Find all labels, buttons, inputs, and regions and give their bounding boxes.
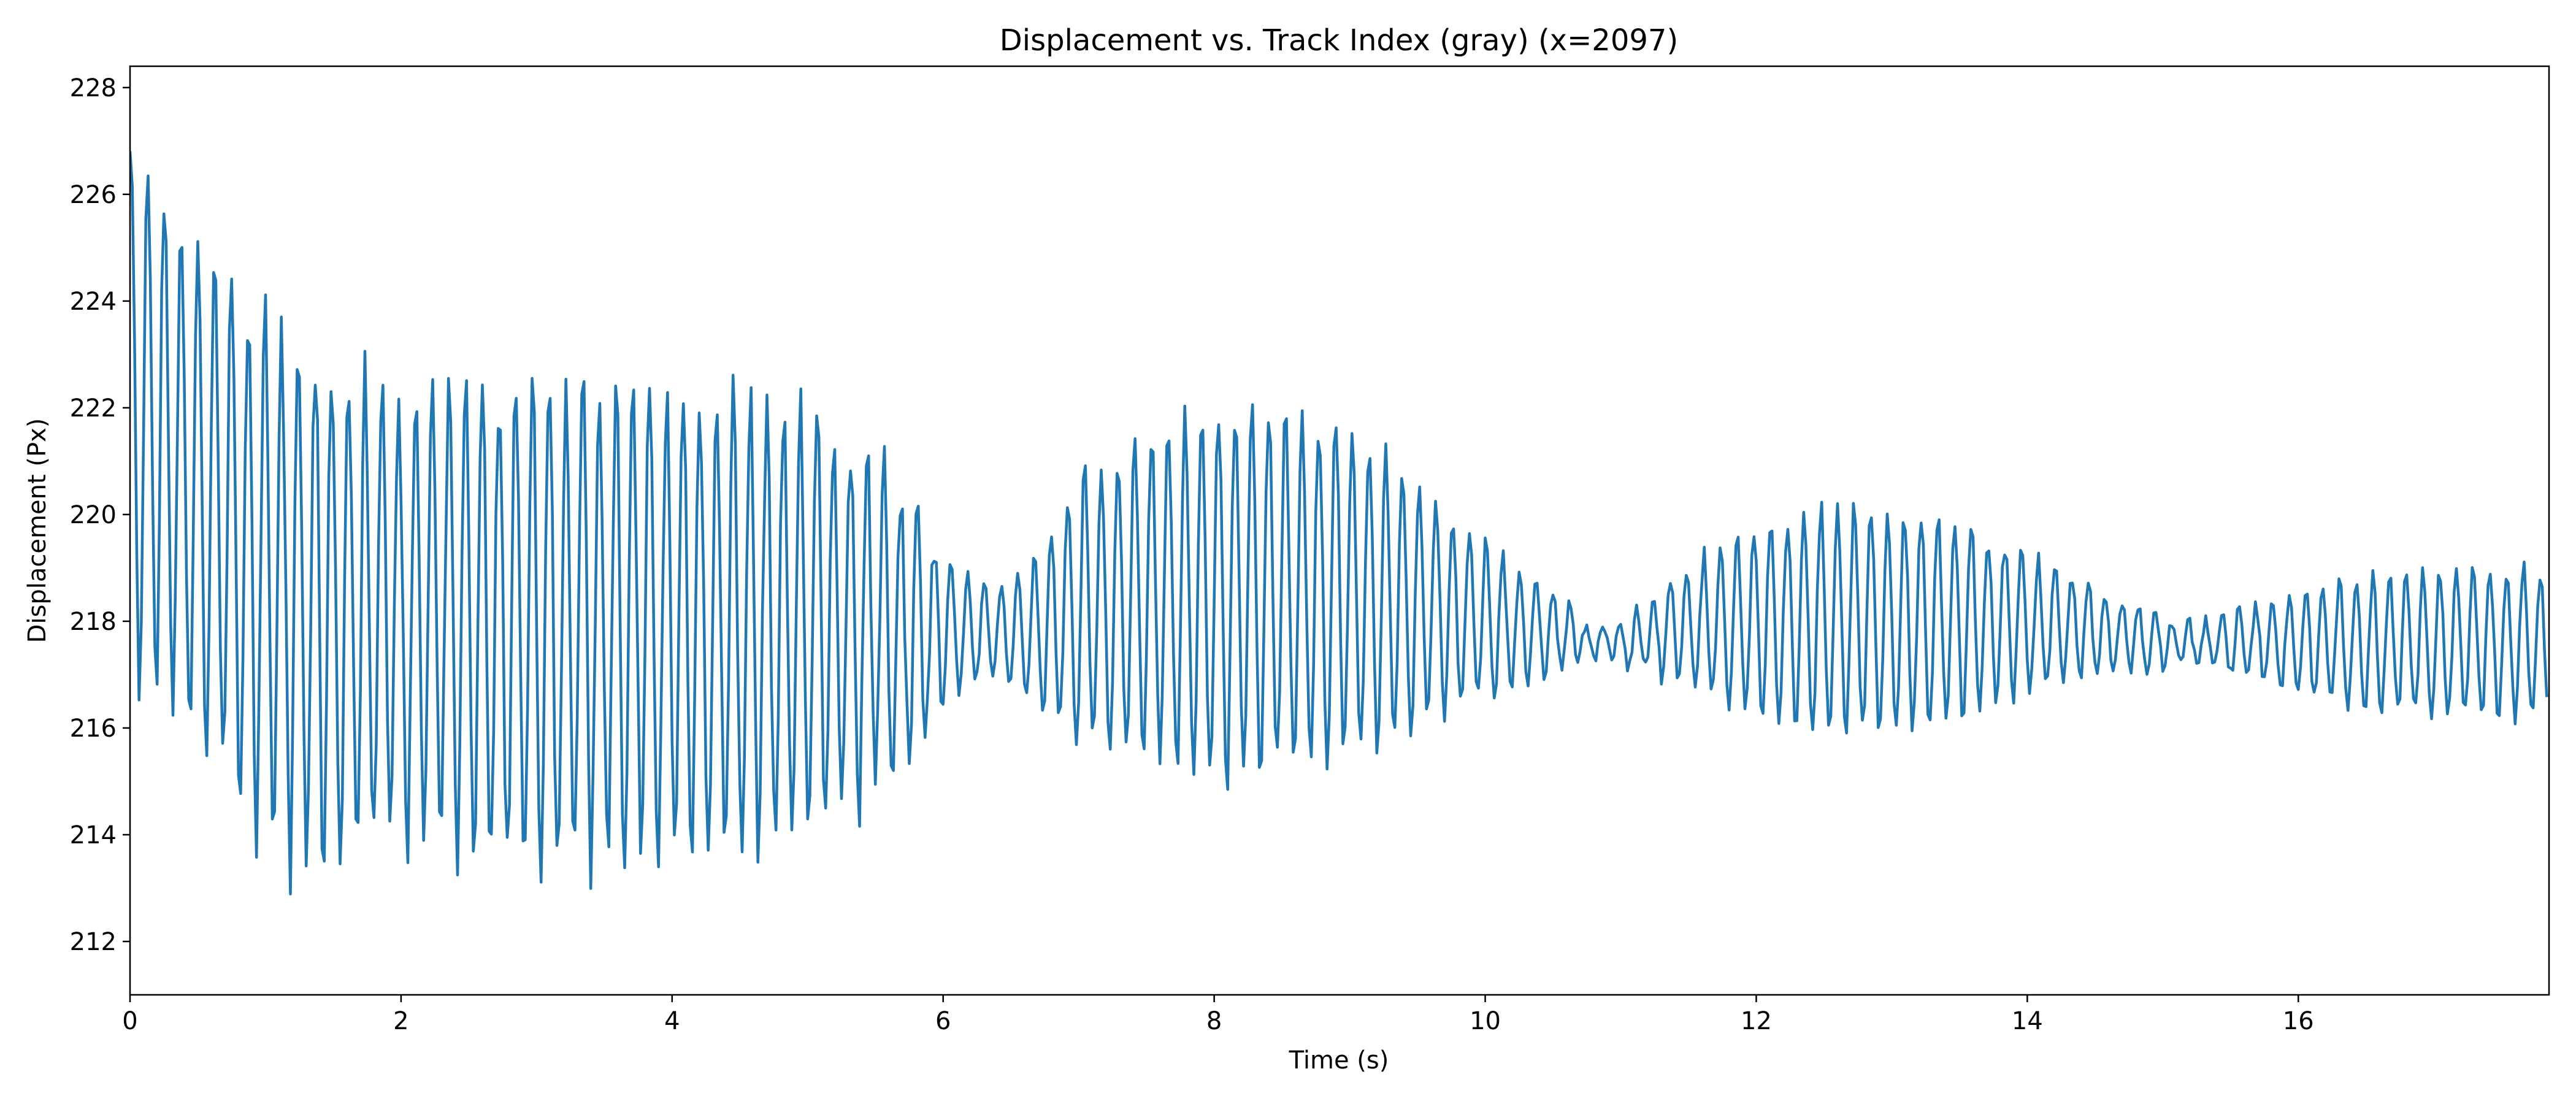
x-tick-label: 2	[393, 1007, 408, 1035]
x-tick-label: 0	[122, 1007, 137, 1035]
y-tick-label: 220	[70, 501, 117, 529]
y-tick-label: 224	[70, 288, 117, 316]
y-tick-label: 214	[70, 821, 117, 849]
x-tick-label: 14	[2012, 1007, 2043, 1035]
y-tick-label: 222	[70, 394, 117, 423]
x-tick-label: 12	[1741, 1007, 1772, 1035]
x-axis-label: Time (s)	[1289, 1046, 1389, 1075]
plot-frame	[129, 65, 2550, 996]
y-tick-label: 212	[70, 928, 117, 956]
y-axis-ticks: 212 214 216 218 220 222 224 226 228	[70, 74, 130, 956]
x-axis-ticks: 0 2 4 6 8 10 12 14 16	[122, 995, 2314, 1035]
x-tick-label: 4	[664, 1007, 680, 1035]
x-tick-label: 10	[1470, 1007, 1501, 1035]
x-tick-label: 6	[935, 1007, 951, 1035]
y-tick-label: 228	[70, 74, 117, 102]
x-tick-label: 8	[1206, 1007, 1222, 1035]
x-tick-label: 16	[2283, 1007, 2314, 1035]
chart-title: Displacement vs. Track Index (gray) (x=2…	[1000, 23, 1678, 58]
y-tick-label: 226	[70, 181, 117, 209]
y-tick-label: 216	[70, 715, 117, 743]
y-axis-label: Displacement (Px)	[23, 418, 52, 643]
y-tick-label: 218	[70, 608, 117, 636]
series-line	[130, 151, 2548, 895]
